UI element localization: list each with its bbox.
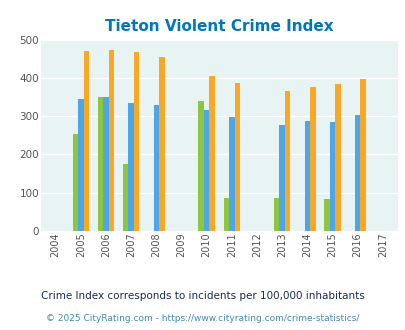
Bar bbox=[72, 134, 78, 231]
Bar bbox=[123, 164, 128, 231]
Bar bbox=[98, 97, 103, 231]
Bar bbox=[223, 198, 228, 231]
Bar bbox=[134, 52, 139, 231]
Bar bbox=[78, 99, 83, 231]
Bar bbox=[279, 125, 284, 231]
Bar bbox=[284, 90, 290, 231]
Bar bbox=[109, 50, 114, 231]
Bar bbox=[198, 101, 203, 231]
Bar bbox=[304, 121, 309, 231]
Title: Tieton Violent Crime Index: Tieton Violent Crime Index bbox=[104, 19, 333, 34]
Bar bbox=[209, 76, 214, 231]
Bar bbox=[309, 87, 315, 231]
Bar bbox=[354, 115, 360, 231]
Bar bbox=[329, 122, 335, 231]
Bar bbox=[203, 111, 209, 231]
Bar bbox=[228, 117, 234, 231]
Bar bbox=[360, 79, 365, 231]
Bar bbox=[159, 57, 164, 231]
Bar bbox=[234, 83, 239, 231]
Bar bbox=[323, 199, 329, 231]
Bar bbox=[153, 105, 159, 231]
Bar bbox=[128, 103, 134, 231]
Bar bbox=[335, 84, 340, 231]
Text: © 2025 CityRating.com - https://www.cityrating.com/crime-statistics/: © 2025 CityRating.com - https://www.city… bbox=[46, 314, 359, 323]
Bar bbox=[273, 198, 279, 231]
Text: Crime Index corresponds to incidents per 100,000 inhabitants: Crime Index corresponds to incidents per… bbox=[41, 291, 364, 301]
Bar bbox=[83, 51, 89, 231]
Bar bbox=[103, 97, 109, 231]
